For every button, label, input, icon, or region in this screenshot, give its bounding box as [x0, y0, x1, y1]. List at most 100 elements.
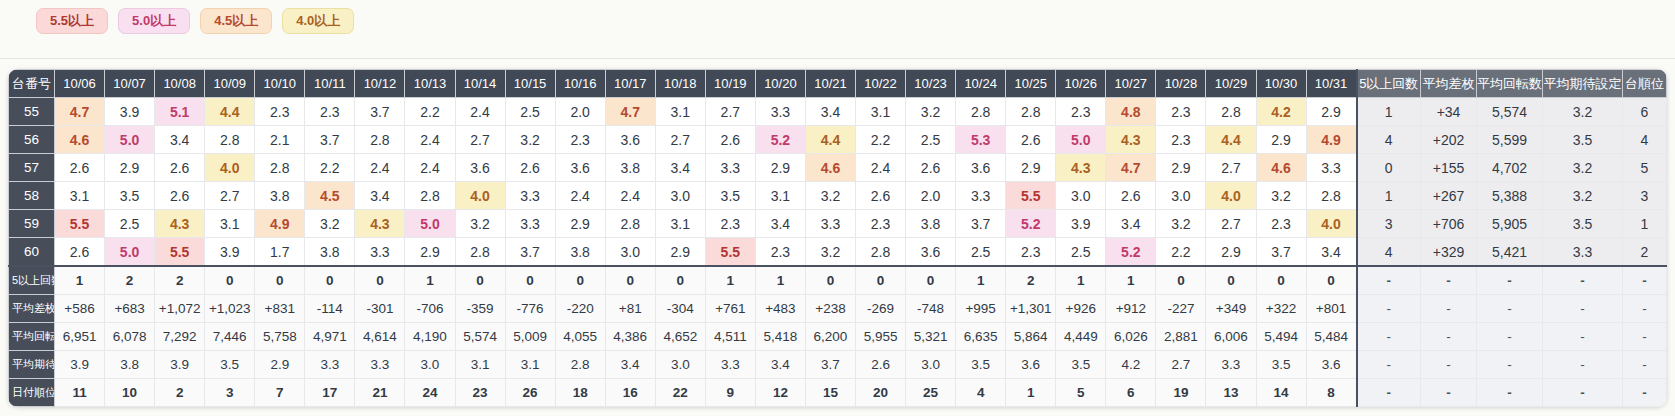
value-cell: 3.4 [155, 126, 205, 154]
stat-value-cell: -227 [1156, 295, 1206, 323]
stat-value-cell: 24 [405, 379, 455, 407]
value-cell: 2.2 [305, 154, 355, 182]
stat-value-cell: 26 [505, 379, 555, 407]
stat-summary-cell: - [1477, 379, 1543, 407]
value-cell: 3.3 [705, 154, 755, 182]
stat-value-cell: +831 [255, 295, 305, 323]
stat-value-cell: 3.3 [705, 351, 755, 379]
value-cell: 5.0 [1056, 126, 1106, 154]
stat-value-cell: 3.0 [405, 351, 455, 379]
value-cell: 2.4 [856, 154, 906, 182]
value-cell: 4.9 [255, 210, 305, 238]
corner-header: 台番号 [9, 70, 55, 98]
value-cell: 3.0 [605, 238, 655, 267]
legend-badge-4-5[interactable]: 4.5以上 [200, 8, 272, 34]
machine-number: 55 [9, 98, 55, 126]
value-cell: 2.9 [555, 210, 605, 238]
value-cell: 2.8 [1006, 98, 1056, 126]
value-cell: 3.6 [605, 126, 655, 154]
legend-badge-4-0[interactable]: 4.0以上 [282, 8, 354, 34]
stat-value-cell: +586 [55, 295, 105, 323]
value-cell: 4.9 [1306, 126, 1356, 154]
stat-value-cell: 0 [605, 266, 655, 295]
value-cell: 4.7 [1106, 154, 1156, 182]
value-cell: 3.4 [655, 154, 705, 182]
value-cell: 2.7 [1206, 154, 1256, 182]
value-cell: 3.6 [956, 154, 1006, 182]
value-cell: 3.5 [705, 182, 755, 210]
value-cell: 3.6 [455, 154, 505, 182]
value-cell: 3.3 [505, 182, 555, 210]
date-header: 10/29 [1206, 70, 1256, 98]
summary-header: 平均回転数 [1477, 70, 1543, 98]
stat-value-cell: 0 [455, 266, 505, 295]
stat-value-cell: 5,418 [755, 323, 805, 351]
stat-summary-cell: - [1421, 295, 1477, 323]
stat-value-cell: 6,006 [1206, 323, 1256, 351]
value-cell: 3.7 [305, 126, 355, 154]
value-cell: 5.0 [105, 238, 155, 267]
stat-value-cell: +761 [705, 295, 755, 323]
summary-cell: 4 [1623, 126, 1667, 154]
stat-value-cell: 0 [1156, 266, 1206, 295]
stat-value-cell: 3.6 [1006, 351, 1056, 379]
stat-value-cell: +683 [105, 295, 155, 323]
date-header: 10/26 [1056, 70, 1106, 98]
stat-value-cell: 23 [455, 379, 505, 407]
legend-badge-5-5[interactable]: 5.5以上 [36, 8, 108, 34]
stat-summary-cell: - [1477, 266, 1543, 295]
stat-value-cell: 3.5 [205, 351, 255, 379]
stat-label: 5以上回数 [9, 266, 55, 295]
summary-cell: 3.5 [1543, 210, 1623, 238]
value-cell: 3.0 [655, 182, 705, 210]
legend-badge-5-0[interactable]: 5.0以上 [118, 8, 190, 34]
date-header: 10/11 [305, 70, 355, 98]
value-cell: 4.5 [305, 182, 355, 210]
stat-value-cell: 0 [355, 266, 405, 295]
summary-cell: +706 [1421, 210, 1477, 238]
value-cell: 5.1 [155, 98, 205, 126]
stat-value-cell: 3.4 [755, 351, 805, 379]
date-header: 10/14 [455, 70, 505, 98]
summary-cell: 5 [1623, 154, 1667, 182]
value-cell: 3.9 [205, 238, 255, 267]
value-cell: 3.2 [805, 238, 855, 267]
stat-value-cell: -220 [555, 295, 605, 323]
stat-value-cell: 0 [555, 266, 605, 295]
value-cell: 4.0 [1206, 182, 1256, 210]
date-header: 10/12 [355, 70, 405, 98]
stat-value-cell: 4,190 [405, 323, 455, 351]
value-cell: 3.2 [455, 210, 505, 238]
summary-cell: 5,599 [1477, 126, 1543, 154]
stat-summary-cell: - [1623, 351, 1667, 379]
value-cell: 2.8 [856, 238, 906, 267]
stat-value-cell: 22 [655, 379, 705, 407]
date-header: 10/18 [655, 70, 705, 98]
value-cell: 4.6 [55, 126, 105, 154]
value-cell: 3.2 [906, 98, 956, 126]
value-cell: 2.2 [1156, 238, 1206, 267]
value-cell: 2.4 [355, 154, 405, 182]
stat-summary-cell: - [1543, 295, 1623, 323]
value-cell: 2.3 [1256, 210, 1306, 238]
summary-cell: 6 [1623, 98, 1667, 126]
date-header: 10/08 [155, 70, 205, 98]
stat-value-cell: 2 [155, 379, 205, 407]
value-cell: 2.8 [205, 126, 255, 154]
stat-summary-cell: - [1543, 351, 1623, 379]
summary-cell: 3.2 [1543, 182, 1623, 210]
stat-value-cell: 4.2 [1106, 351, 1156, 379]
stat-value-cell: 5,321 [906, 323, 956, 351]
value-cell: 3.3 [355, 238, 405, 267]
stat-value-cell: 6,200 [805, 323, 855, 351]
stat-value-cell: 4,511 [705, 323, 755, 351]
stat-value-cell: -776 [505, 295, 555, 323]
value-cell: 3.1 [55, 182, 105, 210]
value-cell: 2.4 [605, 182, 655, 210]
value-cell: 2.7 [455, 126, 505, 154]
value-cell: 1.7 [255, 238, 305, 267]
stat-summary-cell: - [1543, 379, 1623, 407]
stat-summary-cell: - [1623, 323, 1667, 351]
summary-cell: +267 [1421, 182, 1477, 210]
value-cell: 2.1 [255, 126, 305, 154]
